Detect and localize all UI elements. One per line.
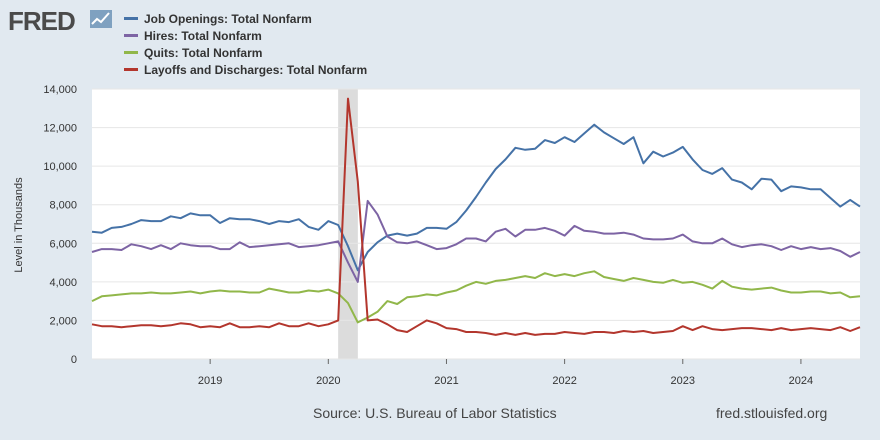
- y-tick-label: 0: [71, 354, 77, 366]
- chart-trend-icon: [90, 10, 112, 28]
- x-tick-label: 2023: [671, 375, 695, 387]
- y-tick-label: 2,000: [49, 315, 77, 327]
- series-line: [91, 270, 861, 324]
- series-lines: [91, 97, 861, 336]
- y-tick-label: 14,000: [43, 84, 77, 96]
- legend-label: Job Openings: Total Nonfarm: [144, 11, 312, 26]
- legend-swatch: [124, 17, 138, 20]
- legend-swatch: [124, 34, 138, 37]
- x-axis-ticks: 2019 2020 2021 2022 2023 2024: [198, 359, 813, 387]
- y-tick-label: 8,000: [49, 200, 77, 212]
- legend-label: Quits: Total Nonfarm: [144, 45, 263, 60]
- series-line: [91, 97, 861, 336]
- legend-item: Hires: Total Nonfarm: [124, 27, 367, 44]
- y-tick-label: 10,000: [43, 161, 77, 173]
- legend-item: Job Openings: Total Nonfarm: [124, 10, 367, 27]
- fred-logo[interactable]: FRED: [8, 6, 76, 36]
- x-tick-label: 2019: [198, 375, 222, 387]
- x-tick-label: 2024: [789, 375, 813, 387]
- recession-shading: [338, 89, 358, 359]
- plot-area: [92, 89, 860, 359]
- y-axis-ticks: 0 2,000 4,000 6,000 8,000 10,000 12,000 14,000: [43, 84, 77, 366]
- y-tick-label: 12,000: [43, 123, 77, 135]
- y-axis-label: Level in Thousands: [13, 177, 25, 273]
- legend-swatch: [124, 51, 138, 54]
- x-tick-label: 2020: [316, 375, 340, 387]
- series-line: [91, 123, 861, 272]
- legend: Job Openings: Total Nonfarm Hires: Total …: [124, 10, 367, 78]
- series-line: [91, 199, 861, 283]
- x-tick-label: 2022: [552, 375, 576, 387]
- y-tick-label: 4,000: [49, 277, 77, 289]
- legend-item: Quits: Total Nonfarm: [124, 44, 367, 61]
- y-tick-label: 6,000: [49, 238, 77, 250]
- x-tick-label: 2021: [434, 375, 458, 387]
- site-url-link[interactable]: fred.stlouisfed.org: [716, 405, 828, 421]
- legend-item: Layoffs and Discharges: Total Nonfarm: [124, 61, 367, 78]
- source-note: Source: U.S. Bureau of Labor Statistics: [313, 405, 557, 421]
- legend-swatch: [124, 68, 138, 71]
- legend-label: Hires: Total Nonfarm: [144, 28, 262, 43]
- legend-label: Layoffs and Discharges: Total Nonfarm: [144, 62, 368, 77]
